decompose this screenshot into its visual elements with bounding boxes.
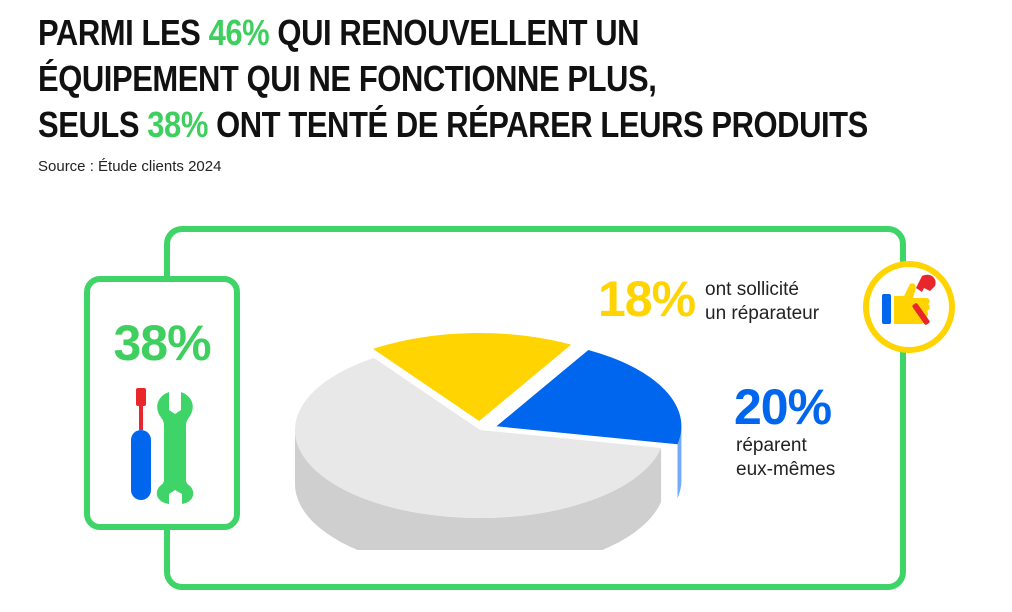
summary-card: 38% [84, 276, 240, 530]
pie-slice-remainder [295, 357, 662, 518]
yellow-description-line: ont sollicité [705, 279, 799, 300]
blue-description-line: réparent [736, 435, 807, 456]
screwdriver-wrench-icon [131, 388, 194, 504]
page-title: PARMI LES 46% QUI RENOUVELLENT UN ÉQUIPE… [38, 10, 868, 148]
blue-description-line: eux-mêmes [736, 459, 836, 480]
title-text: QUI RENOUVELLENT UN [269, 12, 640, 53]
pie-slice-18 [373, 333, 572, 422]
title-text: ONT TENTÉ DE RÉPARER LEURS PRODUITS [207, 104, 868, 145]
title-line-1: PARMI LES 46% QUI RENOUVELLENT UN [38, 10, 868, 56]
pie-slice-20 [496, 349, 682, 445]
yellow-description: ont sollicité un réparateur [705, 278, 819, 326]
yellow-value-label: 18% [598, 271, 696, 327]
title-highlight-46: 46% [208, 12, 270, 53]
title-text: PARMI LES [38, 12, 209, 53]
pie-chart [295, 333, 682, 550]
pie-slice-side [677, 426, 682, 499]
thumbs-up-wrench-icon [863, 261, 955, 353]
title-line-2: ÉQUIPEMENT QUI NE FONCTIONNE PLUS, [38, 58, 657, 99]
title-line-3: SEULS 38% ONT TENTÉ DE RÉPARER LEURS PRO… [38, 102, 868, 148]
pie-slice-side [295, 430, 662, 550]
blue-value-label: 20% [734, 379, 832, 435]
source-note: Source : Étude clients 2024 [38, 158, 222, 175]
yellow-description-line: un réparateur [705, 303, 820, 324]
summary-value: 38% [113, 315, 211, 371]
title-text: SEULS [38, 104, 148, 145]
blue-description: réparent eux-mêmes [736, 434, 835, 482]
title-highlight-38: 38% [147, 104, 208, 145]
